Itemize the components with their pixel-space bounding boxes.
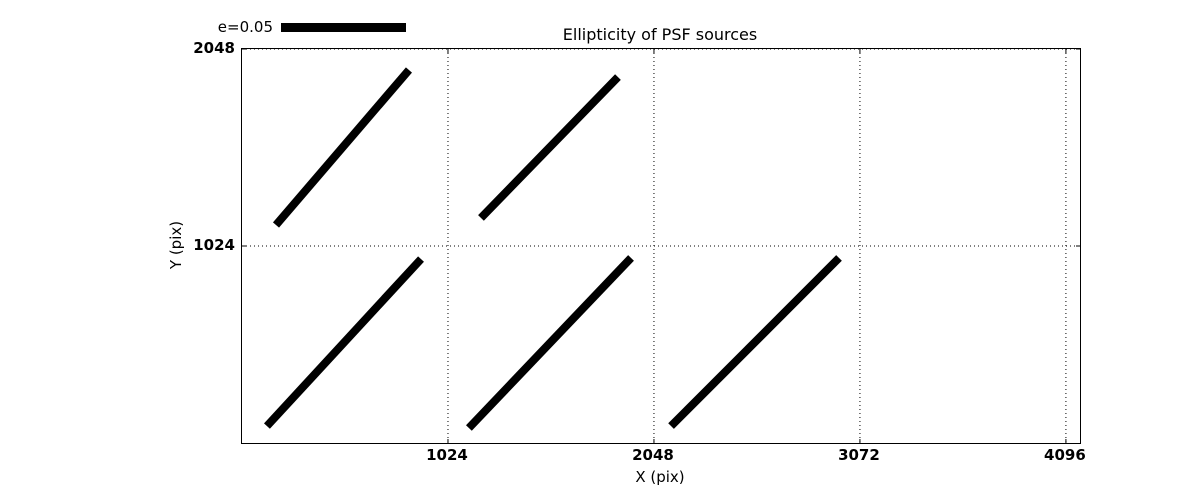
psf-whisker-3 [466,255,634,431]
x-tick-label-4096: 4096 [1044,446,1086,464]
legend-scale-bar [281,23,406,32]
plot-canvas [242,49,1080,443]
legend-label: e=0.05 [217,18,273,36]
chart-title: Ellipticity of PSF sources [562,25,758,44]
psf-whisker-4 [668,255,842,429]
psf-whisker-2 [264,256,424,429]
x-axis-label: X (pix) [635,468,685,486]
x-tick-label-1024: 1024 [426,446,468,464]
x-tick-label-2048: 2048 [632,446,674,464]
y-tick-label-1024: 1024 [193,236,235,254]
plot-area [241,48,1081,444]
psf-whisker-0 [272,67,412,228]
y-tick-label-2048: 2048 [193,39,235,57]
psf-whisker-1 [478,74,621,221]
x-tick-label-3072: 3072 [838,446,880,464]
